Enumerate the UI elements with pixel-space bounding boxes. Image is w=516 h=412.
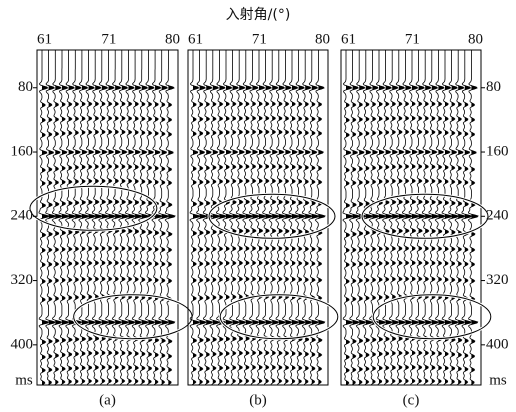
x-tick-label: 61	[37, 31, 52, 47]
y-tick-label: 160	[11, 143, 34, 159]
x-axis-title: 入射角/(°)	[226, 7, 291, 23]
y-tick-label: 240	[486, 208, 509, 224]
x-tick-label: 80	[468, 31, 483, 47]
x-tick-label: 80	[315, 31, 330, 47]
x-tick-label: 71	[252, 31, 267, 47]
y-tick-label: 320	[11, 272, 34, 288]
figure: 入射角/(°) ms ms 61 71 80 (a) 61 71 80 (b) 61 71 80 (c…	[0, 0, 516, 412]
y-tick-label: 320	[486, 272, 509, 288]
x-tick-label: 71	[405, 31, 420, 47]
y-unit-right: ms	[489, 372, 507, 388]
y-tick-label: 80	[18, 79, 33, 95]
highlight-ellipse	[30, 186, 157, 230]
x-tick-label: 61	[341, 31, 356, 47]
y-tick-label: 400	[486, 336, 509, 352]
y-unit-left: ms	[15, 372, 33, 388]
y-tick-label: 160	[486, 143, 509, 159]
panel-caption: (a)	[99, 392, 116, 408]
x-tick-label: 80	[165, 31, 180, 47]
wiggle-traces	[39, 50, 175, 385]
y-tick-label: 400	[11, 336, 34, 352]
panel-caption: (c)	[403, 392, 420, 408]
y-tick-label: 80	[486, 79, 501, 95]
panel-caption: (b)	[249, 392, 267, 408]
x-tick-label: 61	[188, 31, 203, 47]
highlight-ellipse	[74, 295, 192, 339]
y-tick-label: 240	[11, 208, 34, 224]
x-tick-label: 71	[101, 31, 116, 47]
